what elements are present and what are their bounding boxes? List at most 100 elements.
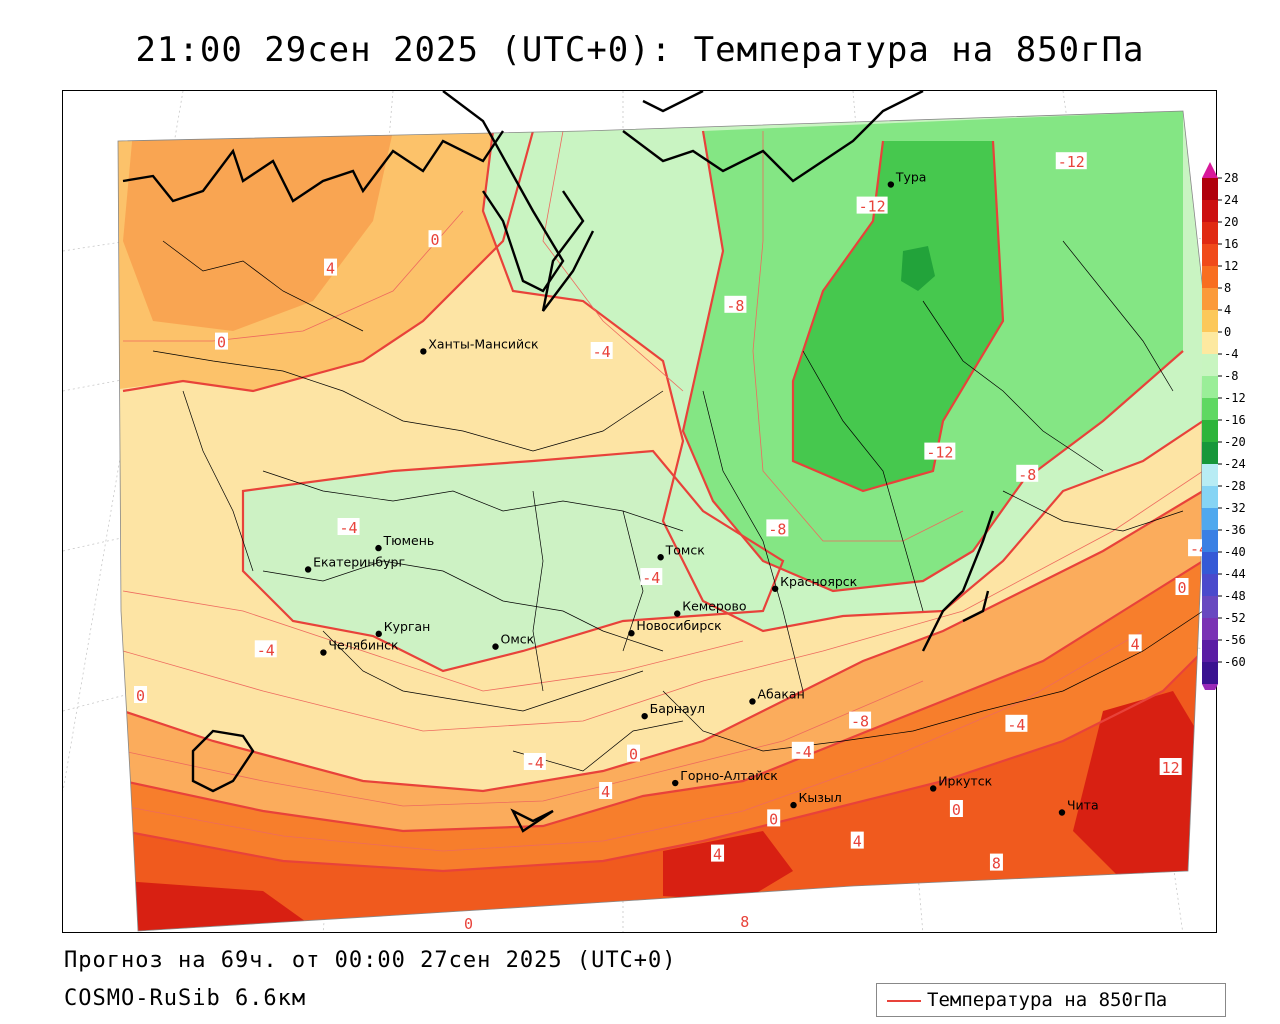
colorbar-segment <box>1202 266 1218 288</box>
isotherm-label-bg <box>850 831 864 849</box>
isotherm-label-text: -12 <box>859 198 886 216</box>
colorbar-label: -48 <box>1224 589 1246 603</box>
city-dot <box>672 779 679 787</box>
isotherm-label: -4 <box>523 753 546 772</box>
city-label: Курган <box>384 619 431 634</box>
city-marker: Красноярск <box>771 574 858 592</box>
isotherm-label-bg <box>711 844 725 862</box>
isotherm-label-text: -4 <box>1007 716 1025 734</box>
isotherm-label-bg <box>590 342 613 359</box>
city-label: Челябинск <box>328 638 399 653</box>
city-layer: НорильскЯкутскСалехардТураХанты-Мансийск… <box>304 170 1099 816</box>
isotherm-label-text: 4 <box>713 846 722 864</box>
isotherm-label-bg <box>1016 464 1039 482</box>
isotherm-label-text: 0 <box>431 231 440 249</box>
admin-borders <box>152 240 1204 772</box>
isotherm-label: 0 <box>462 914 476 932</box>
isotherm-label-text: 0 <box>1177 579 1186 597</box>
isotherm-label: 4 <box>599 782 613 801</box>
colorbar-label: 28 <box>1224 171 1238 185</box>
colorbar-segment <box>1202 464 1218 486</box>
isotherm-label-text: -12 <box>1058 153 1085 171</box>
isotherm-label: 4 <box>850 831 864 851</box>
city-label: Кемерово <box>682 599 746 614</box>
isotherm-label: 0 <box>134 686 148 705</box>
colorbar-label: 20 <box>1224 215 1238 229</box>
colorbar-label: -20 <box>1224 435 1246 449</box>
isotherm-label: -4 <box>254 640 277 659</box>
city-dot <box>641 712 648 720</box>
city-marker: Абакан <box>749 686 805 705</box>
isotherm-label-text: -4 <box>526 754 544 772</box>
colorbar-scale: 28 24 20 16 12 8 4 0 -4 -8 -12 -16 -20 -24 -28 -32 -36 -4… <box>1202 162 1246 700</box>
forecast-info: Прогноз на 69ч. от 00:00 27сен 2025 (UTC… <box>64 948 677 973</box>
isotherm-label-text: 4 <box>853 833 862 851</box>
isotherm-label-bg <box>849 711 872 729</box>
isotherm-label: 4 <box>324 258 338 278</box>
legend-label: Температура на 850гПа <box>927 989 1168 1011</box>
colorbar-segment <box>1202 244 1218 266</box>
city-marker: Тюмень <box>375 533 434 552</box>
city-dot <box>304 566 312 573</box>
map-title: 21:00 29сен 2025 (UTC+0): Температура на… <box>135 30 1145 70</box>
isotherm-label: -4 <box>791 741 814 761</box>
isotherm-label-text: -4 <box>593 343 611 361</box>
temperature-fill <box>118 111 1203 931</box>
city-marker: Кемерово <box>674 599 747 617</box>
colorbar-top-arrow <box>1202 162 1218 178</box>
isotherm-label-text: -8 <box>851 713 869 731</box>
isotherm-label-text: -8 <box>726 297 744 315</box>
isotherm-label: -4 <box>337 518 360 537</box>
city-marker: Курган <box>375 619 431 638</box>
isotherm-label-bg <box>627 744 641 762</box>
colorbar-segment <box>1202 200 1218 222</box>
colorbar-segment <box>1202 574 1218 596</box>
city-dot <box>657 554 664 561</box>
city-dot <box>1058 809 1066 816</box>
city-dot <box>320 649 327 656</box>
isotherm-label: 0 <box>949 800 963 819</box>
colorbar-label: -56 <box>1224 633 1246 647</box>
isotherm-label-bg <box>1159 758 1182 775</box>
colorbar-label: -8 <box>1224 369 1238 383</box>
isotherm-label-text: -4 <box>794 743 812 761</box>
isotherm-label-bg <box>254 640 277 658</box>
colorbar-segment <box>1202 222 1218 244</box>
isotherm-label-text: 0 <box>217 334 226 352</box>
isotherm-label-text: 0 <box>629 746 638 764</box>
isotherm-label: 4 <box>1128 634 1142 653</box>
isotherm-label-text: 12 <box>1162 759 1180 777</box>
isotherm-label: -4 <box>590 342 613 361</box>
city-dot <box>628 630 635 637</box>
isotherm-label-text: 0 <box>952 801 961 819</box>
isotherm-label-bg <box>924 442 956 460</box>
isotherm-label-text: 8 <box>992 855 1001 873</box>
isotherm-label: 0 <box>215 332 229 352</box>
colorbar-label: -4 <box>1224 347 1238 361</box>
colorbar-segment <box>1202 442 1218 464</box>
isotherm-label: -4 <box>640 568 663 587</box>
city-dot <box>790 801 797 809</box>
model-domain-border <box>117 110 1204 932</box>
city-dot <box>887 181 895 188</box>
city-label: Горно-Алтайск <box>680 768 778 783</box>
city-label: Омск <box>501 632 535 647</box>
city-label: Абакан <box>757 686 804 701</box>
isotherm-label-bg <box>738 912 752 929</box>
isotherm-label-text: 0 <box>136 687 145 705</box>
city-label: Ханты-Мансийск <box>428 336 539 351</box>
isotherm-label-bg <box>791 741 814 759</box>
colorbar-segment <box>1202 618 1218 640</box>
isotherm-label: 0 <box>627 744 641 764</box>
city-dot <box>375 544 382 552</box>
city-marker: Томск <box>657 542 705 561</box>
colorbar-segment <box>1202 640 1218 662</box>
isotherm-label-bg <box>337 518 360 535</box>
colorbar-label: -12 <box>1224 391 1246 405</box>
city-dot <box>749 698 756 705</box>
city-label: Екатеринбург <box>313 554 405 569</box>
isotherm-label-bg <box>523 753 546 770</box>
colorbar-label: -24 <box>1224 457 1246 471</box>
city-marker: Кызыл <box>790 790 842 809</box>
colorbar-bottom-arrow <box>1202 684 1218 700</box>
